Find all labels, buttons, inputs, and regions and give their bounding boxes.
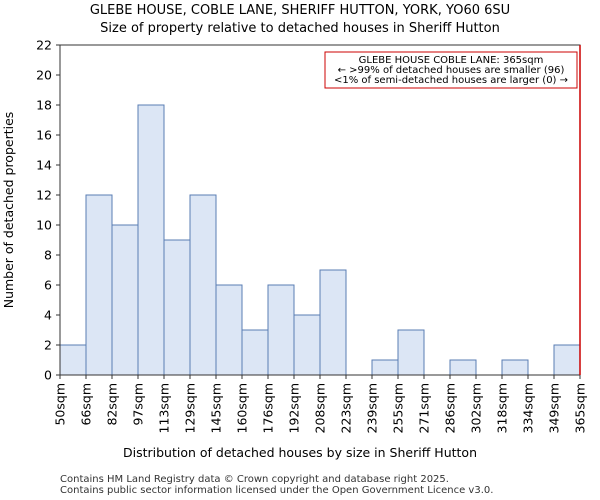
bar-239sqm [371,359,399,376]
y-tick-label: 4 [44,308,52,323]
bar-82sqm [111,224,139,376]
y-axis-ticks: 0 2 4 6 8 10 12 14 16 18 20 22 [36,38,60,383]
y-axis-label: Number of detached properties [1,112,16,309]
x-tick-label: 318sqm [495,383,510,433]
bar-255sqm [397,329,425,376]
x-tick-label: 129sqm [183,383,198,433]
x-tick-label: 113sqm [157,383,172,433]
x-axis-ticks: 50sqm 66sqm 82sqm 97sqm 113sqm 129sqm 145sqm 16… [53,375,588,433]
y-tick-label: 14 [36,158,52,173]
y-tick-label: 12 [36,188,52,203]
bar-113sqm [163,239,191,376]
annotation-line-2: ← >99% of detached houses are smaller (9… [338,65,565,76]
y-tick-label: 22 [36,38,52,53]
y-tick-label: 16 [36,128,52,143]
bar-176sqm [267,284,295,376]
x-tick-label: 192sqm [287,383,302,433]
y-tick-label: 8 [44,248,52,263]
y-tick-label: 10 [36,218,52,233]
x-tick-label: 97sqm [131,383,146,426]
x-tick-label: 82sqm [105,383,120,426]
y-tick-label: 20 [36,68,52,83]
x-tick-label: 365sqm [573,383,588,433]
annotation-line-3: <1% of semi-detached houses are larger (… [334,75,568,86]
bar-286sqm [449,359,477,376]
x-tick-label: 145sqm [209,383,224,433]
annotation-line-1: GLEBE HOUSE COBLE LANE: 365sqm [359,55,544,66]
bar-208sqm [319,269,347,376]
x-tick-label: 66sqm [79,383,94,426]
x-tick-label: 208sqm [313,383,328,433]
annotation-box: GLEBE HOUSE COBLE LANE: 365sqm ← >99% of… [324,51,578,89]
chart-title: GLEBE HOUSE, COBLE LANE, SHERIFF HUTTON,… [90,3,510,18]
x-tick-label: 223sqm [339,383,354,433]
footer-licence: Contains public sector information licen… [60,485,494,496]
x-tick-label: 271sqm [417,383,432,433]
bar-192sqm [293,314,321,376]
chart-subtitle: Size of property relative to detached ho… [100,21,500,36]
bars-group [59,104,581,376]
x-tick-label: 349sqm [547,383,562,433]
x-tick-label: 239sqm [365,383,380,433]
histogram-chart: GLEBE HOUSE, COBLE LANE, SHERIFF HUTTON,… [1,3,588,460]
y-tick-label: 2 [44,338,52,353]
x-tick-label: 302sqm [469,383,484,433]
bar-145sqm [215,284,243,376]
y-tick-label: 0 [44,368,52,383]
bar-160sqm [241,329,269,376]
x-tick-label: 160sqm [235,383,250,433]
x-tick-label: 50sqm [53,383,68,426]
y-tick-label: 6 [44,278,52,293]
bar-66sqm [85,194,113,376]
x-tick-label: 334sqm [521,383,536,433]
x-axis-label: Distribution of detached houses by size … [123,445,477,460]
x-tick-label: 286sqm [443,383,458,433]
y-tick-label: 18 [36,98,52,113]
x-tick-label: 255sqm [391,383,406,433]
annotation-frame [324,51,578,89]
bar-97sqm [137,104,165,376]
bar-50sqm [59,344,87,376]
footer-copyright: Contains HM Land Registry data © Crown c… [60,474,449,485]
bar-349sqm [553,344,581,376]
bar-129sqm [189,194,217,376]
x-tick-label: 176sqm [261,383,276,433]
bar-318sqm [501,359,529,376]
